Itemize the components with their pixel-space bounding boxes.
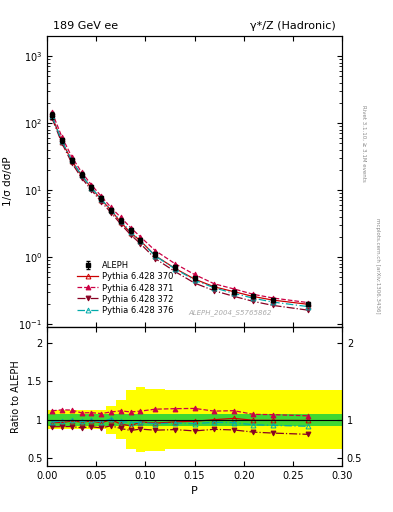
Pythia 6.428 371 bbox=[50, 109, 54, 115]
Pythia 6.428 376 bbox=[305, 304, 310, 310]
Pythia 6.428 371 bbox=[153, 247, 158, 253]
Pythia 6.428 371 bbox=[231, 286, 236, 292]
Line: Pythia 6.428 376: Pythia 6.428 376 bbox=[50, 114, 310, 309]
Pythia 6.428 376 bbox=[108, 207, 114, 213]
Pythia 6.428 376 bbox=[231, 290, 236, 296]
Pythia 6.428 371 bbox=[173, 261, 177, 267]
Pythia 6.428 370 bbox=[50, 114, 54, 120]
Pythia 6.428 376 bbox=[173, 266, 177, 272]
Pythia 6.428 372 bbox=[69, 160, 74, 166]
Text: mcplots.cern.ch [arXiv:1306.3436]: mcplots.cern.ch [arXiv:1306.3436] bbox=[375, 219, 380, 314]
Pythia 6.428 370 bbox=[138, 238, 143, 244]
Pythia 6.428 370 bbox=[231, 289, 236, 295]
Y-axis label: 1/σ dσ/dP: 1/σ dσ/dP bbox=[3, 157, 13, 206]
Pythia 6.428 376 bbox=[69, 157, 74, 163]
Pythia 6.428 370 bbox=[305, 301, 310, 307]
Pythia 6.428 372 bbox=[60, 140, 64, 146]
Pythia 6.428 370 bbox=[89, 185, 94, 191]
Pythia 6.428 370 bbox=[153, 252, 158, 259]
Pythia 6.428 370 bbox=[79, 173, 84, 179]
Pythia 6.428 372 bbox=[119, 221, 123, 227]
Pythia 6.428 370 bbox=[173, 265, 177, 271]
Pythia 6.428 372 bbox=[79, 175, 84, 181]
Pythia 6.428 372 bbox=[89, 187, 94, 193]
Pythia 6.428 372 bbox=[99, 199, 104, 205]
Pythia 6.428 376 bbox=[192, 277, 197, 283]
Pythia 6.428 370 bbox=[60, 138, 64, 144]
Pythia 6.428 371 bbox=[192, 271, 197, 278]
Text: γ*/Z (Hadronic): γ*/Z (Hadronic) bbox=[250, 22, 336, 31]
Pythia 6.428 370 bbox=[119, 219, 123, 225]
Pythia 6.428 376 bbox=[138, 238, 143, 244]
Pythia 6.428 372 bbox=[271, 303, 275, 309]
Line: Pythia 6.428 370: Pythia 6.428 370 bbox=[50, 114, 310, 307]
Pythia 6.428 372 bbox=[50, 115, 54, 121]
Pythia 6.428 376 bbox=[79, 172, 84, 178]
Pythia 6.428 371 bbox=[129, 225, 133, 231]
Pythia 6.428 371 bbox=[89, 182, 94, 188]
Pythia 6.428 376 bbox=[271, 299, 275, 305]
X-axis label: P: P bbox=[191, 486, 198, 496]
Y-axis label: Ratio to ALEPH: Ratio to ALEPH bbox=[11, 360, 21, 433]
Pythia 6.428 372 bbox=[192, 280, 197, 286]
Pythia 6.428 372 bbox=[212, 288, 217, 294]
Legend: ALEPH, Pythia 6.428 370, Pythia 6.428 371, Pythia 6.428 372, Pythia 6.428 376: ALEPH, Pythia 6.428 370, Pythia 6.428 37… bbox=[75, 259, 176, 317]
Pythia 6.428 370 bbox=[212, 284, 217, 290]
Pythia 6.428 371 bbox=[99, 193, 104, 199]
Pythia 6.428 372 bbox=[231, 293, 236, 300]
Pythia 6.428 376 bbox=[89, 184, 94, 190]
Pythia 6.428 371 bbox=[79, 169, 84, 175]
Pythia 6.428 376 bbox=[60, 138, 64, 144]
Pythia 6.428 376 bbox=[119, 218, 123, 224]
Pythia 6.428 371 bbox=[212, 281, 217, 287]
Pythia 6.428 372 bbox=[251, 298, 256, 305]
Pythia 6.428 372 bbox=[305, 307, 310, 313]
Text: ALEPH_2004_S5765862: ALEPH_2004_S5765862 bbox=[188, 309, 272, 315]
Pythia 6.428 376 bbox=[50, 113, 54, 119]
Pythia 6.428 372 bbox=[108, 209, 114, 216]
Pythia 6.428 371 bbox=[138, 234, 143, 240]
Pythia 6.428 370 bbox=[69, 158, 74, 164]
Line: Pythia 6.428 371: Pythia 6.428 371 bbox=[50, 110, 310, 305]
Pythia 6.428 370 bbox=[99, 197, 104, 203]
Pythia 6.428 372 bbox=[173, 268, 177, 274]
Pythia 6.428 370 bbox=[129, 230, 133, 236]
Pythia 6.428 372 bbox=[129, 232, 133, 238]
Pythia 6.428 371 bbox=[60, 134, 64, 140]
Pythia 6.428 372 bbox=[138, 241, 143, 247]
Pythia 6.428 370 bbox=[251, 293, 256, 300]
Pythia 6.428 371 bbox=[271, 295, 275, 301]
Pythia 6.428 376 bbox=[153, 253, 158, 259]
Pythia 6.428 370 bbox=[192, 276, 197, 282]
Pythia 6.428 376 bbox=[251, 295, 256, 302]
Pythia 6.428 371 bbox=[69, 154, 74, 160]
Pythia 6.428 370 bbox=[108, 207, 114, 214]
Pythia 6.428 372 bbox=[153, 255, 158, 262]
Pythia 6.428 376 bbox=[212, 285, 217, 291]
Pythia 6.428 376 bbox=[99, 196, 104, 202]
Pythia 6.428 371 bbox=[119, 215, 123, 221]
Pythia 6.428 371 bbox=[305, 300, 310, 306]
Text: 189 GeV ee: 189 GeV ee bbox=[53, 22, 118, 31]
Pythia 6.428 371 bbox=[251, 291, 256, 297]
Pythia 6.428 371 bbox=[108, 204, 114, 210]
Line: Pythia 6.428 372: Pythia 6.428 372 bbox=[50, 116, 310, 312]
Text: Rivet 3.1.10, ≥ 3.1M events: Rivet 3.1.10, ≥ 3.1M events bbox=[362, 105, 367, 182]
Pythia 6.428 370 bbox=[271, 297, 275, 303]
Pythia 6.428 376 bbox=[129, 228, 133, 234]
